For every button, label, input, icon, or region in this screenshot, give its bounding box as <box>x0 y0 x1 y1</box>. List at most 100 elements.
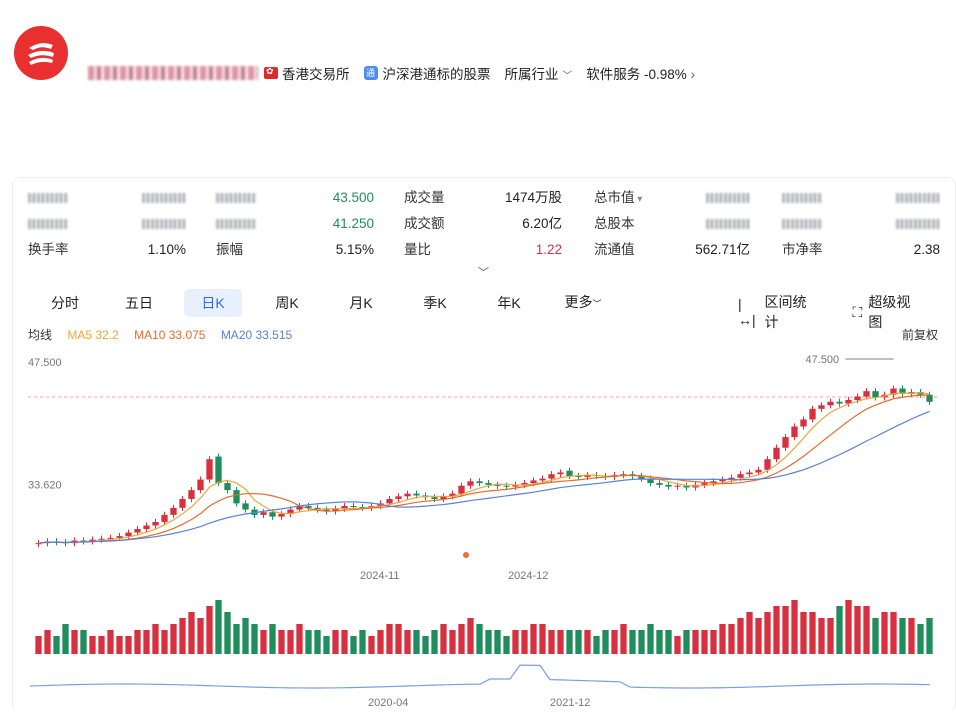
x-tick-label: 2024-11 <box>360 570 400 582</box>
volume-bar <box>782 606 789 654</box>
volume-bar <box>674 636 681 654</box>
tab-7[interactable]: 更多﹀ <box>564 294 602 310</box>
connect-tag[interactable]: 通 沪深港通标的股票 <box>363 63 491 83</box>
candle-body <box>305 506 312 508</box>
candle-body <box>872 391 879 398</box>
candle-body <box>341 506 348 509</box>
stat-value: 5.15% <box>335 242 374 257</box>
app-logo[interactable] <box>14 26 68 80</box>
tab-1[interactable]: 五日 <box>125 295 153 311</box>
volume-bar <box>386 624 393 654</box>
adjust-mode[interactable]: 前复权 <box>901 328 938 342</box>
period-tabs: 分时 五日 日K 周K 月K 季K 年K 更多﹀ <box>28 288 620 318</box>
tab-5[interactable]: 季K <box>423 295 447 311</box>
candle-body <box>764 459 771 470</box>
volume-bar <box>845 600 852 654</box>
volume-bar <box>692 630 699 654</box>
candle-body <box>332 508 339 512</box>
candle-body <box>926 394 933 402</box>
tab-0[interactable]: 分时 <box>51 295 79 311</box>
super-view-button[interactable]: ⛶ 超级视图 <box>852 294 911 330</box>
exchange-tag[interactable]: 香港交易所 <box>264 63 350 83</box>
volume-bar <box>638 630 645 654</box>
volume-bar <box>881 612 888 654</box>
stat-value: 2.38 <box>913 242 940 257</box>
candle-body <box>683 485 690 488</box>
candle-body <box>107 537 114 539</box>
industry-dropdown[interactable]: 所属行业 ﹀ <box>504 67 573 82</box>
volume-bar <box>476 624 483 654</box>
tab-4[interactable]: 月K <box>349 295 373 311</box>
candle-body <box>827 401 834 406</box>
candle-body <box>386 498 393 504</box>
candle-body <box>656 483 663 485</box>
volume-bar <box>395 624 402 654</box>
range-stats-button[interactable]: |↔| 区间统计 <box>738 294 807 330</box>
expand-chevron-icon[interactable]: ﹀ <box>478 267 489 279</box>
stat-label: 总股本 <box>594 216 635 231</box>
candle-body <box>494 484 501 486</box>
candle-body <box>296 506 303 510</box>
candle-body <box>665 484 672 487</box>
volume-bar <box>890 612 897 654</box>
stat-label: 流通值 <box>594 242 635 257</box>
stat-value <box>142 214 186 234</box>
candle-body <box>152 521 159 526</box>
volume-bar <box>80 630 87 654</box>
candle-body <box>620 474 627 476</box>
candle-body <box>854 396 861 400</box>
candle-body <box>584 475 591 477</box>
stat-value: 1.10% <box>147 242 186 257</box>
volume-bar <box>584 630 591 654</box>
volume-bar <box>503 636 510 654</box>
volume-bar <box>863 606 870 654</box>
ma-legend: 均线 MA5 32.2 MA10 33.075 MA20 33.515 <box>28 326 304 343</box>
volume-bar <box>665 630 672 654</box>
candle-body <box>323 509 330 512</box>
candle-body <box>503 485 510 487</box>
candle-body <box>404 493 411 497</box>
candle-body <box>134 529 141 533</box>
volume-bar <box>341 630 348 654</box>
ma-label: 均线 <box>28 328 53 342</box>
chevron-down-icon: ﹀ <box>562 71 573 82</box>
candle-body <box>80 540 87 542</box>
candle-body <box>836 401 843 404</box>
volume-bar <box>755 618 762 654</box>
volume-bar <box>683 630 690 654</box>
industry-link[interactable]: 软件服务 -0.98% › <box>586 67 696 82</box>
connect-badge-icon: 通 <box>363 66 378 80</box>
candle-body <box>917 392 924 395</box>
candle-body <box>206 459 213 480</box>
volume-bar <box>836 606 843 654</box>
volume-bar <box>764 612 771 654</box>
tab-6[interactable]: 年K <box>497 295 521 311</box>
stat-value: 43.500 <box>332 190 374 205</box>
volume-bar <box>89 636 96 654</box>
stat-label <box>216 214 256 234</box>
volume-bar <box>224 612 231 654</box>
volume-bar <box>161 630 168 654</box>
volume-bar <box>917 624 924 654</box>
volume-bar <box>296 624 303 654</box>
candle-body <box>179 498 186 508</box>
candle-body <box>737 474 744 478</box>
volume-bar <box>287 630 294 654</box>
tab-3[interactable]: 周K <box>275 295 299 311</box>
volume-bar <box>143 630 150 654</box>
current-dot <box>463 552 469 558</box>
volume-bar <box>116 636 123 654</box>
volume-bar <box>719 624 726 654</box>
stat-label <box>782 188 822 208</box>
volume-bar <box>53 636 60 654</box>
stat-label: 量比 <box>404 242 431 257</box>
stat-value: 6.20亿 <box>522 216 562 231</box>
volume-bar <box>314 630 321 654</box>
candle-body <box>476 481 483 484</box>
tab-2[interactable]: 日K <box>184 289 242 317</box>
volume-bar <box>809 612 816 654</box>
stat-value <box>706 188 750 208</box>
candle-body <box>431 497 438 499</box>
candle-body <box>575 476 582 477</box>
